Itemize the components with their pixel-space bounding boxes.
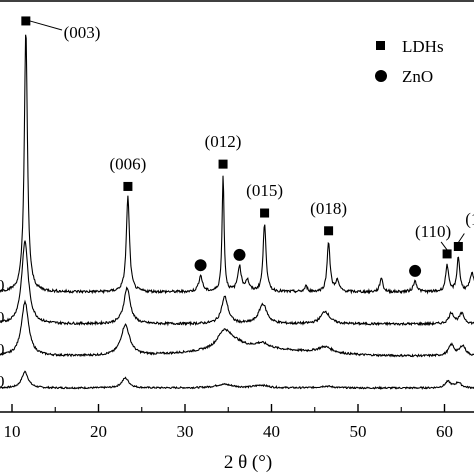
series-label-3: 0 [0,308,5,327]
peak-label-6: (110) [415,222,451,241]
series-label-1: 0 [0,372,5,391]
peak-label-1: (003) [64,23,101,42]
x-tick-label-40: 40 [263,422,280,441]
peak-label-5: (018) [310,199,347,218]
x-tick-label-60: 60 [436,422,453,441]
series-labels: 0 0 0 0 [0,276,5,391]
legend-square-marker [376,41,385,50]
x-axis-title: 2 θ (°) [224,452,272,473]
series-label-4: 0 [0,276,5,295]
zno-marker-8 [194,259,207,272]
ldhs-marker-7 [453,241,463,251]
legend-label-ldhs: LDHs [402,37,444,56]
x-tick-label-20: 20 [90,422,107,441]
peak-arrow-6 [440,241,448,251]
x-tick-label-10: 10 [4,422,21,441]
legend-label-zno: ZnO [402,67,433,86]
x-axis [0,0,474,413]
peak-label-4: (015) [246,181,283,200]
series-line-1 [0,370,474,390]
ldhs-marker-5 [324,226,334,236]
x-tick-label-30: 30 [177,422,194,441]
x-ticks: 10 20 30 40 50 60 [4,404,453,441]
peak-label-7: (1 [465,209,474,228]
x-tick-label-50: 50 [350,422,367,441]
peak-label-3: (012) [205,132,242,151]
peak-arrow-7 [457,233,465,243]
legend: LDHs ZnO [375,37,444,86]
peak-label-2: (006) [109,154,146,173]
zno-marker-10 [409,264,422,277]
series-layer [0,34,474,390]
series-line-3 [0,240,474,327]
series-line-4 [0,34,474,295]
ldhs-marker-1 [21,16,31,26]
peak-annotations: (003) (006) (012) (015) (018) (110) (1 [21,16,474,277]
series-label-2: 0 [0,340,5,359]
series-line-2 [0,299,474,358]
zno-marker-9 [233,248,246,261]
ldhs-marker-4 [260,208,270,218]
ldhs-marker-2 [123,181,133,191]
peak-arrow-1 [29,20,63,31]
legend-circle-marker [375,70,387,82]
ldhs-marker-6 [442,249,452,259]
ldhs-marker-3 [218,159,228,169]
